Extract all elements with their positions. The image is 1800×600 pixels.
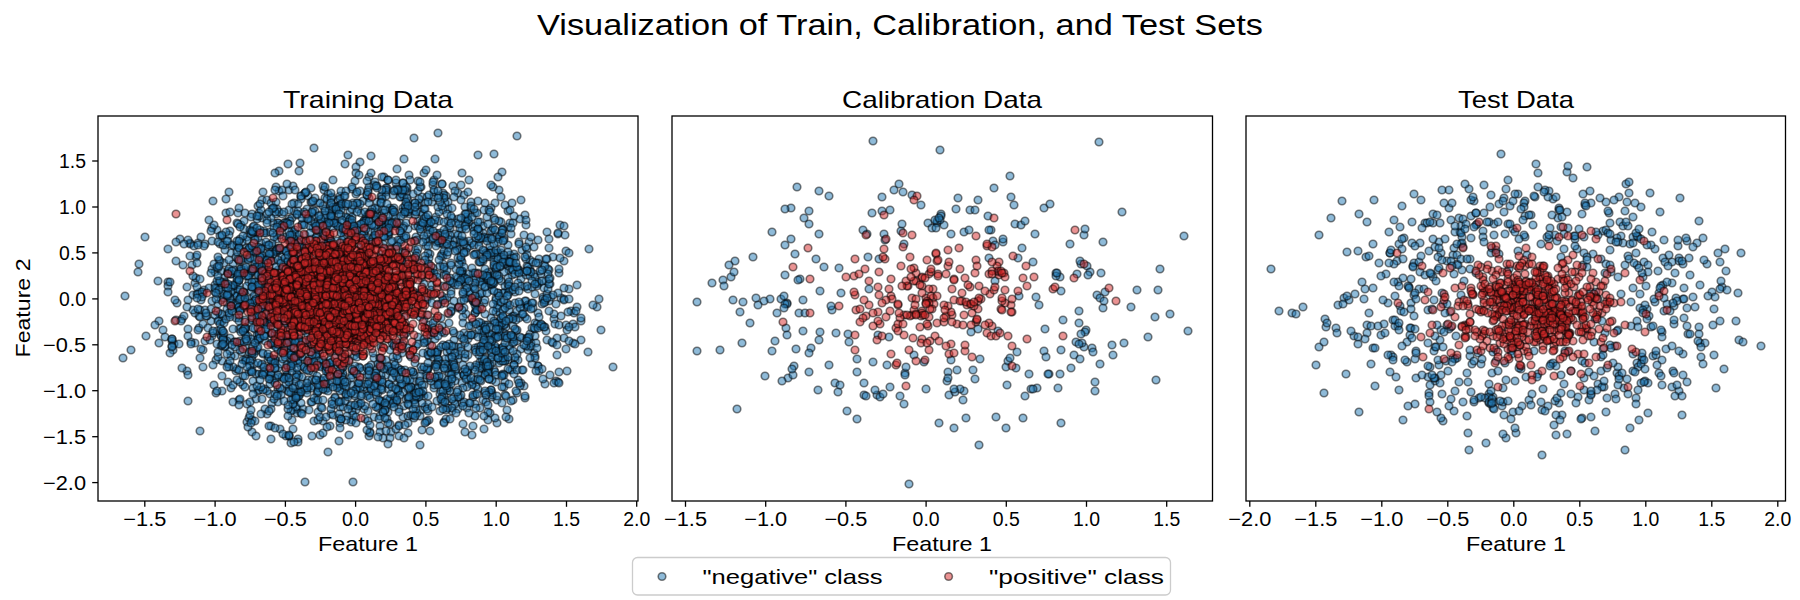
svg-text:1.5: 1.5 [553,508,580,530]
svg-text:−1.0: −1.0 [43,380,86,402]
svg-text:−1.5: −1.5 [664,508,707,530]
svg-text:−0.5: −0.5 [43,334,86,356]
svg-text:1.0: 1.0 [483,508,510,530]
svg-text:0.0: 0.0 [1500,508,1527,530]
svg-text:0.5: 0.5 [993,508,1020,530]
svg-text:1.5: 1.5 [59,150,86,172]
svg-text:−0.5: −0.5 [824,508,867,530]
svg-text:Feature 1: Feature 1 [318,532,418,555]
svg-text:2.0: 2.0 [623,508,650,530]
svg-text:Training Data: Training Data [283,86,454,113]
svg-text:−1.0: −1.0 [194,508,237,530]
svg-text:0.5: 0.5 [59,242,86,264]
svg-text:−2.0: −2.0 [1228,508,1271,530]
svg-text:0.0: 0.0 [913,508,940,530]
svg-text:1.5: 1.5 [1698,508,1725,530]
svg-text:1.0: 1.0 [1073,508,1100,530]
svg-text:−2.0: −2.0 [43,472,86,494]
svg-text:−0.5: −0.5 [264,508,307,530]
svg-text:Feature 1: Feature 1 [892,532,992,555]
svg-text:Calibration Data: Calibration Data [842,86,1043,113]
svg-text:−1.5: −1.5 [1294,508,1337,530]
svg-text:"negative" class: "negative" class [703,565,883,588]
svg-text:2.0: 2.0 [1764,508,1791,530]
svg-text:1.5: 1.5 [1153,508,1180,530]
svg-text:Feature 1: Feature 1 [1466,532,1566,555]
svg-text:0.5: 0.5 [412,508,439,530]
svg-text:−1.5: −1.5 [123,508,166,530]
svg-text:1.0: 1.0 [59,196,86,218]
svg-text:Test Data: Test Data [1458,86,1575,113]
svg-text:Visualization of Train, Calibr: Visualization of Train, Calibration, and… [537,8,1263,41]
svg-text:0.0: 0.0 [342,508,369,530]
svg-text:Feature 2: Feature 2 [11,259,34,358]
svg-text:−1.0: −1.0 [1360,508,1403,530]
svg-text:"positive" class: "positive" class [989,565,1164,588]
svg-text:−1.5: −1.5 [43,426,86,448]
svg-text:0.5: 0.5 [1566,508,1593,530]
svg-text:−0.5: −0.5 [1426,508,1469,530]
svg-text:−1.0: −1.0 [744,508,787,530]
svg-text:1.0: 1.0 [1632,508,1659,530]
svg-text:0.0: 0.0 [59,288,86,310]
